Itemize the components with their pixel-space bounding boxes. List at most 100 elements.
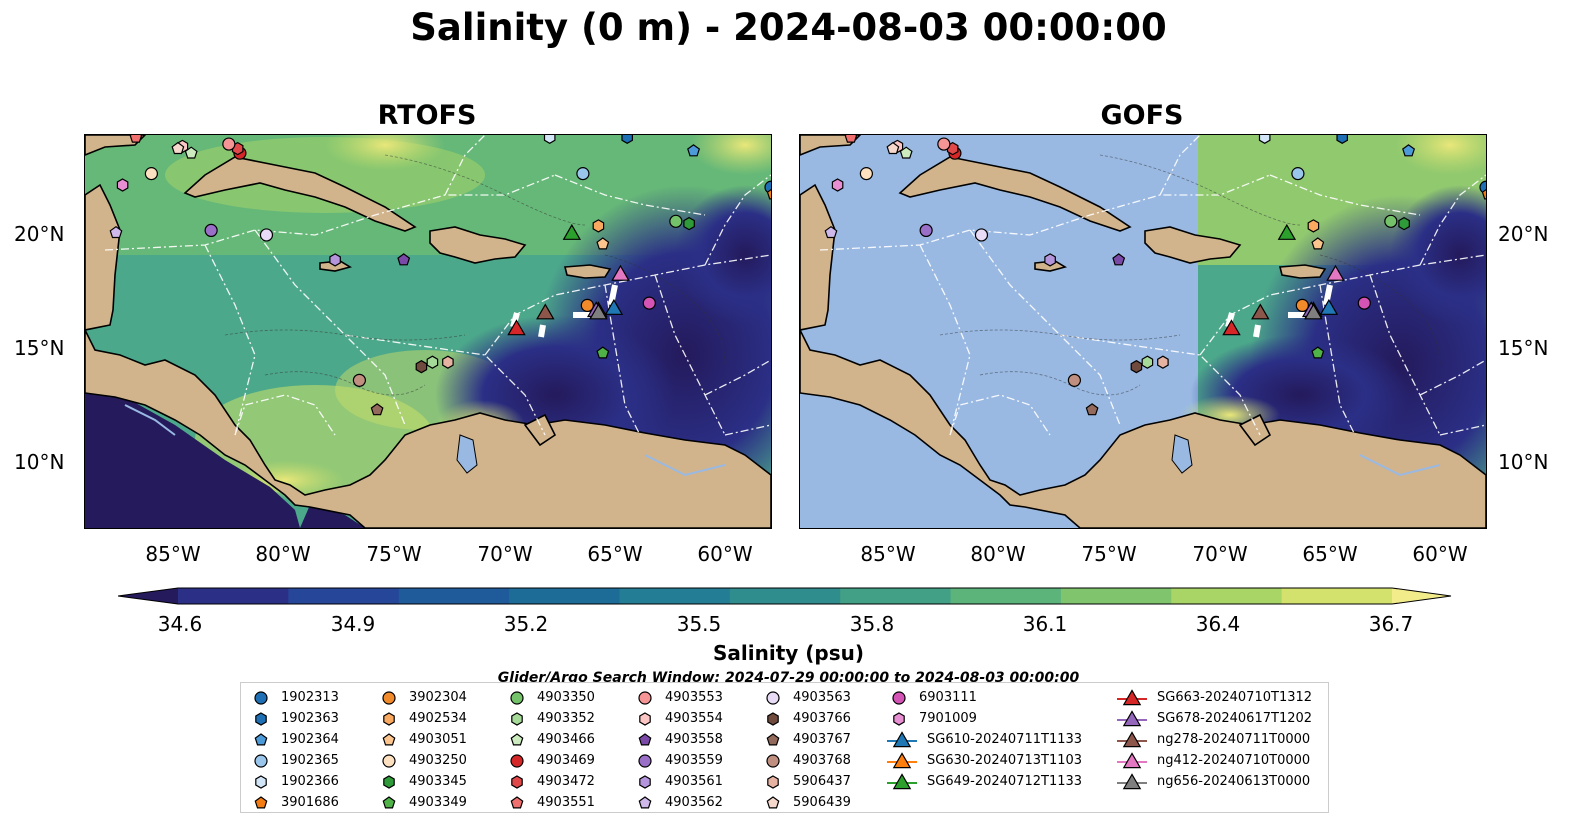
legend-label: 6903111 — [919, 690, 977, 705]
legend-item: 4903559 — [633, 750, 723, 771]
legend-column: 6903111 7901009 SG610-20240711T1133 SG630-2… — [887, 687, 1082, 792]
marker-4903768 — [1067, 373, 1081, 387]
marker-4903551 — [129, 135, 143, 143]
colorbar-segment — [509, 588, 620, 604]
marker-4903559 — [919, 223, 933, 238]
legend-marker-icon — [887, 730, 917, 747]
lon-label-85w: 85°W — [145, 542, 201, 566]
legend-marker-icon — [893, 711, 905, 726]
marker-4903051 — [1311, 237, 1325, 250]
legend-item: SG649-20240712T1133 — [887, 771, 1082, 792]
colorbar-tick-label: 34.6 — [157, 612, 203, 636]
colorbar-segment — [729, 588, 841, 604]
lon-label-65w: 65°W — [1302, 542, 1358, 566]
marker-4903767 — [1085, 403, 1099, 416]
legend-item: 1902365 — [249, 750, 339, 771]
lon-label-70w: 70°W — [477, 542, 533, 566]
marker-5906439 — [886, 141, 900, 155]
marker-4903766 — [1130, 360, 1143, 374]
legend-marker-icon — [638, 753, 652, 768]
legend-marker-icon — [766, 753, 780, 768]
legend-label: SG649-20240712T1133 — [927, 774, 1083, 789]
marker-1902366 — [543, 135, 556, 144]
marker-4903561 — [1044, 253, 1056, 267]
marker-1902363 — [621, 135, 634, 144]
legend-marker-icon — [383, 774, 395, 789]
legend-marker-icon — [638, 795, 652, 808]
legend-label: 4903469 — [537, 753, 595, 768]
marker-4903250 — [144, 167, 158, 181]
marker-SG663-20240710T1312 — [507, 319, 526, 336]
legend-item: 1902363 — [249, 708, 339, 729]
legend-item: 3902304 — [377, 687, 467, 708]
legend-marker-icon — [255, 774, 267, 789]
marker-1902366 — [1258, 135, 1271, 144]
colorbar-segment — [950, 588, 1062, 604]
colorbar-segment — [1171, 588, 1283, 604]
rtofs-map-canvas — [85, 135, 771, 528]
marker-7901009 — [831, 178, 844, 192]
marker-4903767 — [370, 403, 384, 416]
marker-1902365 — [1291, 167, 1305, 181]
legend-label: 4903466 — [537, 732, 595, 747]
legend-item: SG678-20240617T1202 — [1117, 708, 1312, 729]
colorbar-tick-label: 35.2 — [503, 612, 549, 636]
legend-item: 4903350 — [505, 687, 595, 708]
legend-item: 4903551 — [505, 792, 595, 813]
legend-column: SG663-20240710T1312 SG678-20240617T1202 ng… — [1117, 687, 1312, 792]
colorbar-tick-label: 35.8 — [849, 612, 895, 636]
marker-4903551 — [844, 135, 858, 143]
legend-marker-icon — [510, 732, 524, 745]
legend-item: 4903766 — [761, 708, 851, 729]
colorbar-segment — [840, 588, 952, 604]
lon-label-75w: 75°W — [1081, 542, 1137, 566]
legend-item: ng278-20240711T0000 — [1117, 729, 1312, 750]
legend-marker-icon — [254, 795, 268, 808]
legend-item: 1902364 — [249, 729, 339, 750]
colorbar-segment — [1060, 588, 1172, 604]
land-rtofs — [85, 135, 771, 528]
legend-item: 1902366 — [249, 771, 339, 792]
legend-marker-icon — [639, 711, 651, 726]
colorbar-tick-label: 36.1 — [1022, 612, 1068, 636]
legend-marker-icon — [383, 711, 395, 726]
legend-marker-icon — [638, 690, 652, 705]
colorbar-segment — [288, 588, 400, 604]
marker-4903352 — [426, 355, 439, 369]
legend: 1902313 1902363 1902364 1902365 1902366 39016… — [240, 682, 1329, 813]
legend-label: 4903345 — [409, 774, 467, 789]
marker-1902365 — [576, 167, 590, 181]
marker-1902364 — [687, 144, 701, 157]
marker-4903562 — [109, 225, 123, 239]
legend-marker-icon — [1117, 730, 1147, 747]
legend-label: 4903349 — [409, 795, 467, 810]
legend-label: 1902313 — [281, 690, 339, 705]
legend-label: 5906437 — [793, 774, 851, 789]
legend-item: 4903352 — [505, 708, 595, 729]
legend-column: 4903553 4903554 4903558 4903559 4903561 49035… — [633, 687, 723, 813]
legend-marker-icon — [254, 732, 268, 745]
marker-ng412-20240710T0000 — [1326, 264, 1345, 281]
marker-3902304 — [580, 298, 594, 312]
legend-marker-icon — [892, 690, 906, 705]
legend-marker-icon — [766, 732, 780, 745]
legend-marker-icon — [510, 795, 524, 808]
lat-label-20n-right: 20°N — [1498, 222, 1549, 246]
legend-marker-icon — [1117, 772, 1147, 789]
lat-label-15n-left: 15°N — [14, 336, 65, 360]
legend-label: 1902363 — [281, 711, 339, 726]
marker-4903250 — [859, 167, 873, 181]
marker-ng278-20240711T0000 — [536, 303, 555, 320]
legend-marker-icon — [639, 774, 651, 789]
colorbar-tick-label: 35.5 — [676, 612, 722, 636]
marker-SG649-20240712T1133 — [562, 223, 582, 240]
legend-label: ng278-20240711T0000 — [1157, 732, 1311, 747]
legend-label: SG663-20240710T1312 — [1157, 690, 1313, 705]
legend-label: 4903051 — [409, 732, 467, 747]
lon-label-80w: 80°W — [255, 542, 311, 566]
marker-ng278-20240711T0000 — [1251, 303, 1270, 320]
legend-item: 3901686 — [249, 792, 339, 813]
legend-label: SG678-20240617T1202 — [1157, 711, 1313, 726]
marker-6903111 — [642, 296, 656, 310]
legend-label: 4903551 — [537, 795, 595, 810]
